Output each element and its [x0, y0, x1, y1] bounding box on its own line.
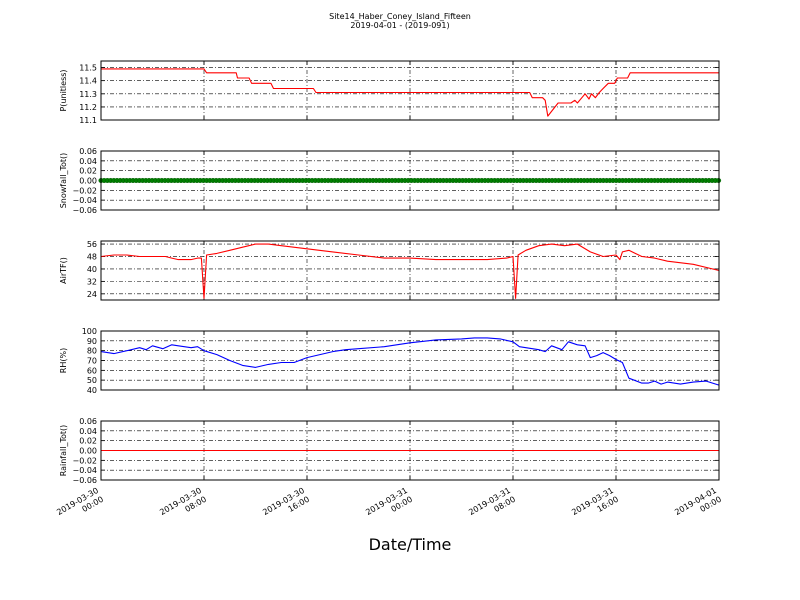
- panel-frame: [100, 150, 720, 211]
- y-tick-label: 80: [87, 347, 97, 356]
- y-tick-label: 100: [82, 327, 97, 336]
- y-tick-label: 11.4: [79, 77, 97, 86]
- y-tick-label: 11.2: [79, 103, 97, 112]
- y-tick-label: −0.04: [72, 196, 97, 205]
- chart-title: Site14_Haber_Coney_Island_Fifteen: [329, 12, 471, 21]
- y-tick-label: −0.06: [72, 206, 97, 215]
- y-axis-label: RH(%): [59, 348, 68, 373]
- panel-frame: [100, 330, 720, 391]
- y-tick-label: 0.02: [79, 437, 97, 446]
- y-axis-label: Rainfall_Tot(): [59, 425, 68, 477]
- y-tick-label: 0.00: [79, 447, 97, 456]
- y-tick-label: −0.04: [72, 466, 97, 475]
- y-tick-label: −0.02: [72, 456, 97, 465]
- series-line: [100, 337, 720, 386]
- y-tick-label: 0.02: [79, 167, 97, 176]
- y-tick-label: 11.3: [79, 90, 97, 99]
- y-tick-label: 90: [87, 337, 97, 346]
- y-tick-label: 0.04: [79, 157, 97, 166]
- y-axis-label: P(unitless): [59, 69, 68, 111]
- y-tick-label: 11.1: [79, 116, 97, 125]
- y-tick-label: 0.06: [79, 417, 97, 426]
- panel-frame: [100, 60, 720, 121]
- series-line: [101, 68, 719, 117]
- panel-frame: [100, 240, 720, 301]
- series-line: [100, 243, 720, 299]
- y-axis-label: AirTF(): [59, 257, 68, 284]
- y-tick-label: 0.06: [79, 147, 97, 156]
- y-tick-label: 48: [87, 253, 97, 262]
- y-tick-label: 40: [87, 265, 97, 274]
- x-axis-label: Date/Time: [369, 535, 452, 554]
- y-tick-label: 60: [87, 366, 97, 375]
- y-tick-label: 11.5: [79, 64, 97, 73]
- y-tick-label: 56: [87, 240, 97, 249]
- y-tick-label: 40: [87, 386, 97, 395]
- y-tick-label: −0.06: [72, 476, 97, 485]
- y-axis-label: Snowfall_Tot(): [59, 153, 68, 209]
- panel-frame: [100, 420, 720, 481]
- y-tick-label: −0.02: [72, 186, 97, 195]
- y-tick-label: 32: [87, 277, 97, 286]
- y-tick-label: 70: [87, 357, 97, 366]
- chart-subtitle: 2019-04-01 - (2019-091): [350, 21, 449, 30]
- y-tick-label: 0.00: [79, 177, 97, 186]
- y-tick-label: 0.04: [79, 427, 97, 436]
- y-tick-label: 24: [87, 290, 97, 299]
- y-tick-label: 50: [87, 376, 97, 385]
